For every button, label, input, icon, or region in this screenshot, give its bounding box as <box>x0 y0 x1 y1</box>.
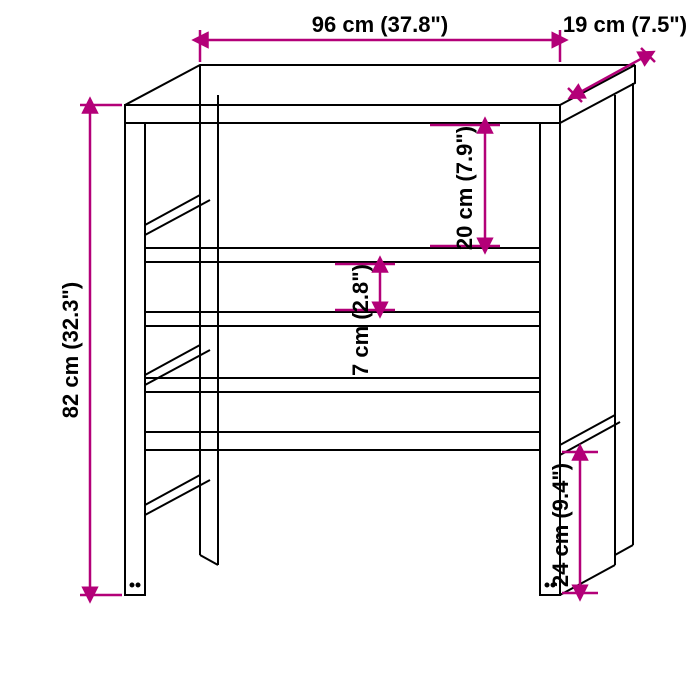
dim-depth-label: 19 cm (7.5") <box>563 12 687 37</box>
dim-mid-gap-label: 7 cm (2.8") <box>348 264 373 376</box>
dim-height-label: 82 cm (32.3") <box>58 282 83 418</box>
dim-width: 96 cm (37.8") <box>200 12 560 62</box>
dim-mid-gap: 7 cm (2.8") <box>335 264 395 376</box>
dim-lower-gap-label: 24 cm (9.4") <box>548 463 573 587</box>
dim-width-label: 96 cm (37.8") <box>312 12 448 37</box>
dim-upper-gap: 20 cm (7.9") <box>430 125 500 250</box>
dim-lower-gap: 24 cm (9.4") <box>548 452 598 593</box>
furniture-dimension-diagram: 96 cm (37.8") 19 cm (7.5") 82 cm (32.3")… <box>0 0 700 700</box>
dim-height: 82 cm (32.3") <box>58 105 122 595</box>
dim-upper-gap-label: 20 cm (7.9") <box>452 126 477 250</box>
dimensions: 96 cm (37.8") 19 cm (7.5") 82 cm (32.3")… <box>58 12 687 595</box>
